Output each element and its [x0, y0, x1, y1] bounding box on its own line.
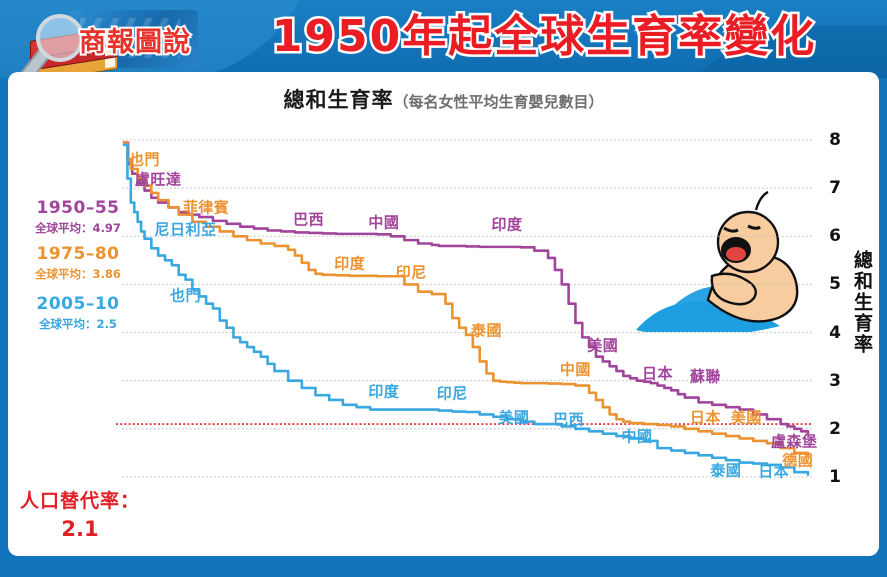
series-label: 盧森堡: [771, 432, 818, 451]
header-banner: 商報圖說 1950年起全球生育率變化: [0, 0, 887, 78]
y-tick-8: 8: [829, 130, 841, 150]
legend-period: 2005–10: [36, 294, 120, 314]
series-label: 印度: [491, 215, 523, 234]
series-label: 蘇聯: [689, 367, 721, 386]
logo-label: 商報圖說: [77, 25, 192, 60]
series-label: 美國: [730, 408, 762, 427]
series-label: 尼日利亞: [154, 220, 217, 239]
series-label: 美國: [498, 408, 530, 427]
y-tick-2: 2: [829, 418, 841, 439]
y-tick-7: 7: [829, 178, 841, 199]
series-label: 中國: [559, 360, 591, 379]
series-label: 中國: [368, 213, 400, 232]
series-label: 也門: [170, 286, 202, 305]
series-label: 菲律賓: [182, 198, 230, 217]
legend-period: 1950–55: [36, 198, 120, 218]
y-tick-4: 4: [829, 322, 841, 343]
series-line-1950–55: [122, 141, 810, 435]
series-label: 巴西: [553, 410, 585, 429]
replacement-rate-label: 人口替代率：: [20, 490, 141, 512]
series-label: 日本: [642, 364, 674, 383]
series-label: 日本: [689, 408, 721, 427]
y-tick-1: 1: [829, 467, 841, 487]
legend-average: 全球平均：2.5: [39, 317, 117, 331]
y-tick-5: 5: [829, 274, 841, 295]
series-label: 德國: [782, 451, 814, 470]
series-label: 泰國: [471, 321, 503, 340]
legend-item-1950-55: 1950–55 全球平均：4.97: [24, 198, 132, 236]
series-label: 也門: [129, 150, 161, 169]
series-label: 印尼: [395, 263, 427, 282]
series-label: 美國: [587, 336, 619, 355]
y-axis-title: 總和生育率: [851, 250, 873, 355]
chart-svg: [116, 139, 812, 478]
chart-title-sub: （每名女性平均生育嬰兒數目）: [393, 93, 604, 111]
legend-item-2005-10: 2005–10 全球平均：2.5: [24, 294, 132, 332]
series-label: 日本: [758, 462, 790, 481]
legend-average: 全球平均：4.97: [35, 221, 121, 235]
brand-logo: 商報圖說: [14, 8, 204, 78]
series-label: 印尼: [436, 384, 468, 403]
series-label: 巴西: [293, 210, 325, 229]
replacement-rate-annotation: 人口替代率： 2.1: [20, 486, 140, 541]
legend-period: 1975–80: [36, 244, 120, 264]
chart-title-main: 總和生育率: [283, 88, 394, 112]
y-tick-3: 3: [829, 370, 841, 391]
series-label: 印度: [368, 382, 400, 401]
page-title: 1950年起全球生育率變化: [269, 9, 817, 65]
chart-title: 總和生育率（每名女性平均生育嬰兒數目）: [8, 84, 879, 114]
crying-baby-icon: [636, 190, 799, 332]
series-label: 中國: [621, 427, 653, 446]
y-tick-6: 6: [829, 226, 841, 247]
series-label: 泰國: [710, 461, 742, 480]
legend-item-1975-80: 1975–80 全球平均：3.86: [24, 244, 132, 282]
replacement-rate-value: 2.1: [61, 517, 99, 541]
content-panel: 總和生育率（每名女性平均生育嬰兒數目） 1950–55 全球平均：4.97 19…: [8, 72, 879, 556]
series-line-2005–10: [122, 143, 810, 476]
chart-plot-area: [8, 72, 879, 556]
series-label: 印度: [334, 254, 366, 273]
series-line-1975–80: [122, 141, 810, 457]
legend-average: 全球平均：3.86: [35, 267, 121, 281]
series-label: 盧旺達: [134, 170, 182, 188]
